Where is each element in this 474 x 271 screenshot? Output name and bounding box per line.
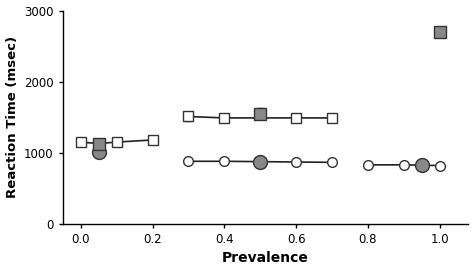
Y-axis label: Reaction Time (msec): Reaction Time (msec) <box>6 36 18 198</box>
X-axis label: Prevalence: Prevalence <box>222 251 309 265</box>
